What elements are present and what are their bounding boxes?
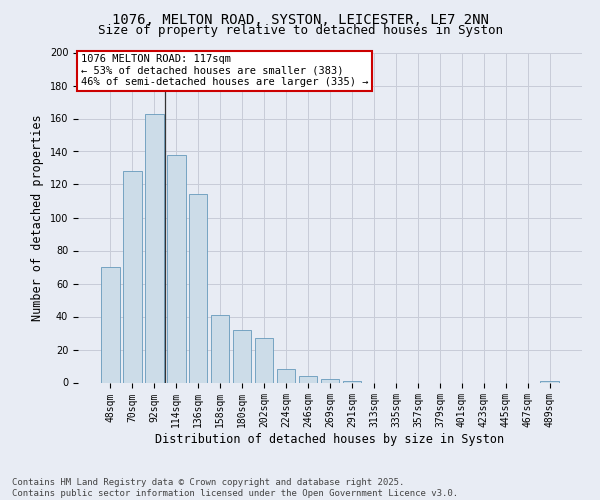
- Bar: [320, 379, 340, 382]
- Bar: [233, 330, 251, 382]
- Text: Size of property relative to detached houses in Syston: Size of property relative to detached ho…: [97, 24, 503, 37]
- Bar: [101, 267, 119, 382]
- Bar: [211, 315, 229, 382]
- Bar: [255, 338, 274, 382]
- Bar: [343, 381, 361, 382]
- Bar: [277, 370, 295, 382]
- Bar: [541, 381, 559, 382]
- Text: 1076 MELTON ROAD: 117sqm
← 53% of detached houses are smaller (383)
46% of semi-: 1076 MELTON ROAD: 117sqm ← 53% of detach…: [80, 54, 368, 88]
- Bar: [145, 114, 164, 382]
- Text: Contains HM Land Registry data © Crown copyright and database right 2025.
Contai: Contains HM Land Registry data © Crown c…: [12, 478, 458, 498]
- Bar: [167, 155, 185, 382]
- Bar: [299, 376, 317, 382]
- Y-axis label: Number of detached properties: Number of detached properties: [31, 114, 44, 321]
- Bar: [123, 172, 142, 382]
- Bar: [189, 194, 208, 382]
- X-axis label: Distribution of detached houses by size in Syston: Distribution of detached houses by size …: [155, 433, 505, 446]
- Text: 1076, MELTON ROAD, SYSTON, LEICESTER, LE7 2NN: 1076, MELTON ROAD, SYSTON, LEICESTER, LE…: [112, 12, 488, 26]
